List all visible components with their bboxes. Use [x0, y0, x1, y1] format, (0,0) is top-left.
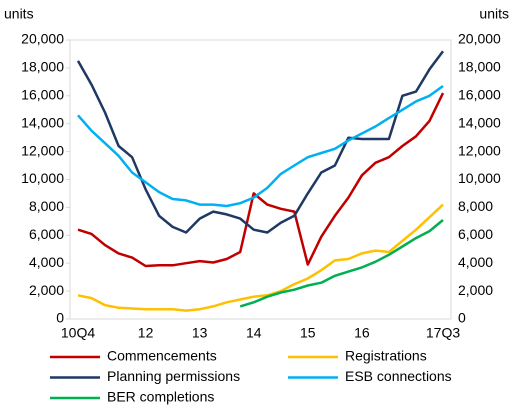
y2-tick-label: 6,000 [458, 226, 493, 242]
y2-tick-label: 2,000 [458, 282, 493, 298]
y-tick-label: 6,000 [29, 226, 64, 242]
plot-frame [69, 39, 452, 320]
x-tick-label: 10Q4 [61, 325, 95, 341]
y-axis-label: units [4, 6, 34, 22]
y-tick-label: 16,000 [21, 87, 64, 103]
legend-label: Registrations [345, 348, 427, 364]
y2-tick-label: 4,000 [458, 254, 493, 270]
y2-tick-label: 18,000 [458, 59, 501, 75]
legend-label: Planning permissions [107, 368, 240, 384]
y2-tick-label: 14,000 [458, 114, 501, 130]
x-tick-label: 16 [354, 325, 370, 341]
y-tick-label: 18,000 [21, 59, 64, 75]
y-tick-label: 4,000 [29, 254, 64, 270]
x-tick-label: 13 [192, 325, 208, 341]
series-line [77, 92, 445, 268]
y2-tick-label: 12,000 [458, 142, 501, 158]
y-tick-label: 10,000 [21, 170, 64, 186]
y-tick-label: 2,000 [29, 282, 64, 298]
y2-tick-label: 16,000 [458, 87, 501, 103]
x-tick-label: 17Q3 [426, 325, 460, 341]
x-tick-label: 14 [246, 325, 262, 341]
legend-label: Commencements [107, 348, 217, 364]
y-tick-label: 20,000 [21, 31, 64, 47]
y-tick-label: 8,000 [29, 198, 64, 214]
x-tick-label: 15 [300, 325, 316, 341]
y2-tick-label: 0 [458, 310, 466, 326]
series-line [77, 84, 444, 208]
y-tick-label: 14,000 [21, 114, 64, 130]
y2-axis-label: units [479, 6, 509, 22]
series-line [76, 50, 445, 234]
legend-label: ESB connections [345, 368, 452, 384]
y2-tick-label: 8,000 [458, 198, 493, 214]
y-tick-label: 0 [56, 310, 64, 326]
series-line [77, 203, 444, 312]
y2-tick-label: 10,000 [458, 170, 501, 186]
x-tick-label: 12 [138, 325, 154, 341]
series-line [239, 219, 444, 308]
y2-tick-label: 20,000 [458, 31, 501, 47]
y-tick-label: 12,000 [21, 142, 64, 158]
legend-label: BER completions [107, 389, 214, 405]
